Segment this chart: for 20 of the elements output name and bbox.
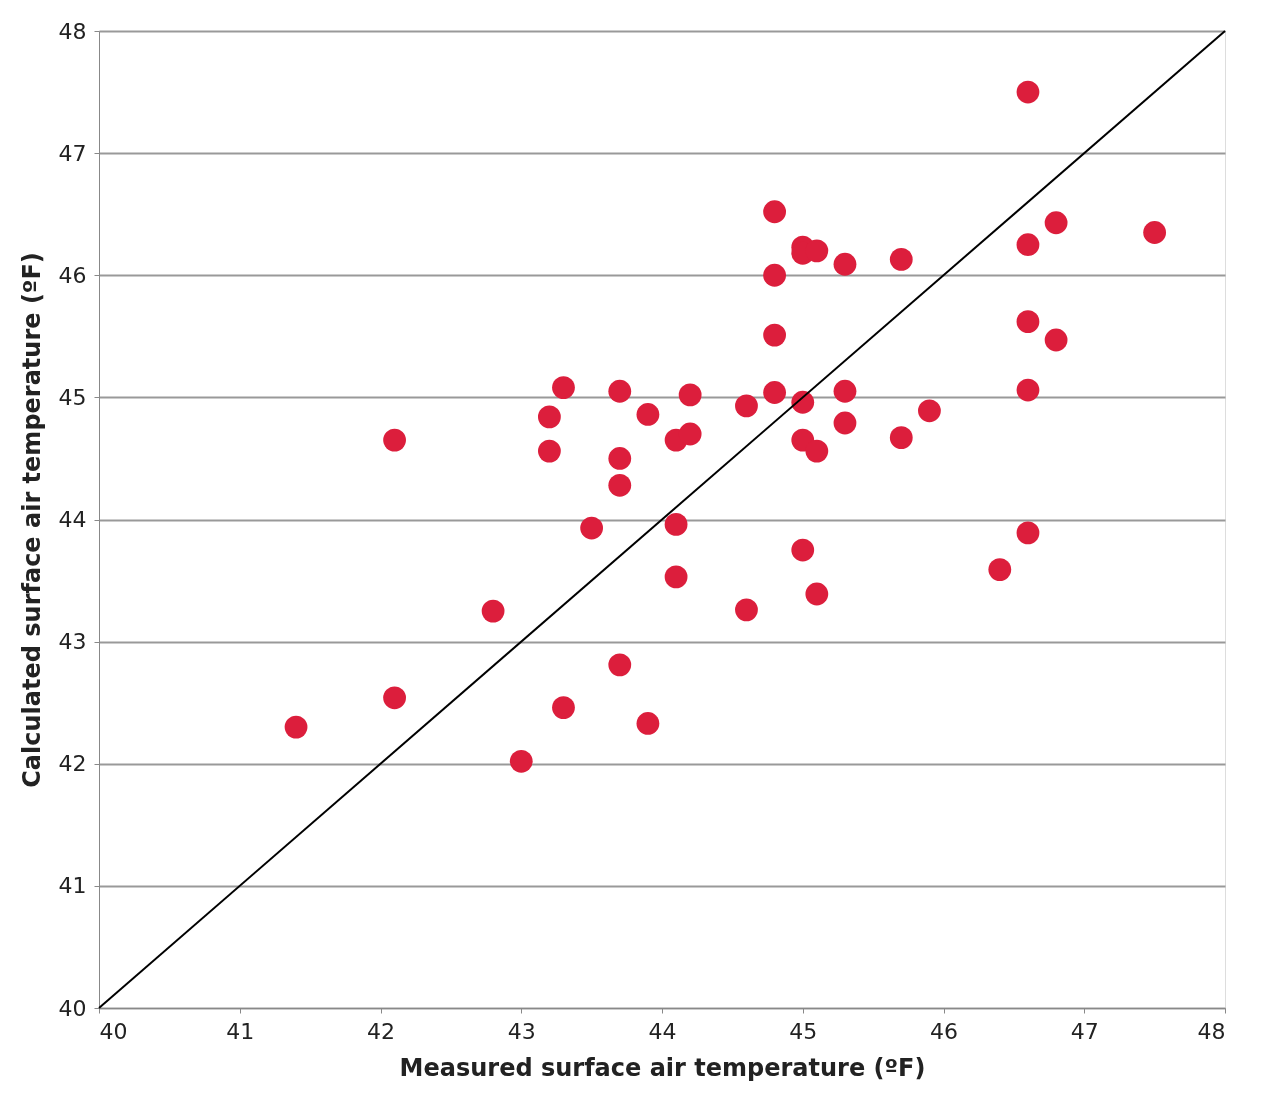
y-axis-title: Calculated surface air temperature (ºF): [17, 252, 46, 788]
x-tick-label: 48: [1197, 1018, 1226, 1044]
x-axis-title: Measured surface air temperature (ºF): [399, 1053, 926, 1082]
y-tick-label: 45: [58, 384, 87, 410]
y-tick-label: 47: [58, 140, 87, 166]
y-tick-label: 46: [58, 262, 87, 288]
x-tick-label: 44: [648, 1018, 677, 1044]
y-tick-label: 44: [58, 507, 87, 532]
x-tick-label: 42: [367, 1018, 395, 1044]
y-tick-label: 41: [58, 873, 87, 899]
x-tick-label: 43: [507, 1018, 536, 1044]
x-tick-label: 45: [789, 1018, 818, 1044]
x-tick-label: 40: [99, 1018, 128, 1044]
y-tick-label: 40: [58, 995, 87, 1021]
y-tick-label: 48: [58, 18, 87, 44]
x-tick-label: 46: [930, 1018, 958, 1044]
x-tick-label: 41: [226, 1018, 255, 1044]
x-tick-label: 47: [1070, 1018, 1099, 1044]
y-tick-label: 43: [58, 629, 87, 655]
y-tick-label: 42: [58, 751, 87, 777]
